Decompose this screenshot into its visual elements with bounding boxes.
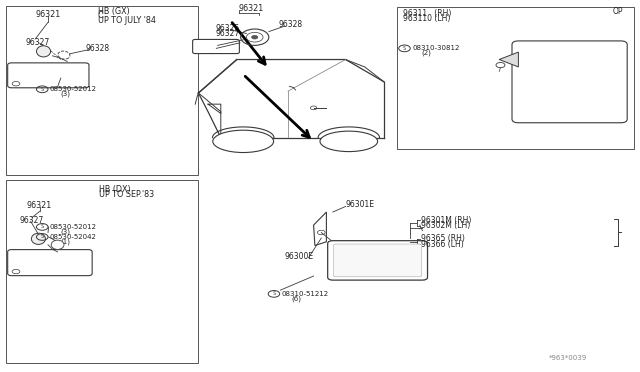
FancyBboxPatch shape (8, 250, 92, 276)
Text: OP: OP (612, 7, 623, 16)
Text: C: C (98, 12, 104, 20)
Circle shape (252, 35, 258, 39)
Text: 08530-52012: 08530-52012 (50, 86, 97, 92)
Text: 96366 (LH): 96366 (LH) (421, 240, 464, 249)
Text: 96325: 96325 (216, 24, 240, 33)
Polygon shape (499, 52, 518, 67)
Text: 96302M (LH): 96302M (LH) (421, 221, 470, 230)
Text: UP TO JULY '84: UP TO JULY '84 (98, 16, 156, 25)
Ellipse shape (51, 240, 64, 250)
Ellipse shape (320, 131, 378, 152)
Text: 96301M (RH): 96301M (RH) (421, 216, 472, 225)
Text: 96327: 96327 (26, 38, 50, 46)
Text: UP TO SEP.'83: UP TO SEP.'83 (99, 190, 154, 199)
Text: 96311   (RH): 96311 (RH) (403, 9, 452, 18)
Text: (3): (3) (61, 90, 71, 97)
Text: (3): (3) (61, 228, 71, 235)
Bar (6, 180, 198, 363)
Bar (397, 7, 634, 149)
Text: 96327: 96327 (216, 29, 240, 38)
Text: (1): (1) (61, 238, 71, 245)
Text: 96365 (RH): 96365 (RH) (421, 234, 465, 243)
Text: HB (DX): HB (DX) (99, 185, 131, 194)
Text: (2): (2) (421, 50, 431, 57)
Polygon shape (314, 212, 326, 246)
FancyBboxPatch shape (512, 41, 627, 123)
Text: 96327: 96327 (19, 216, 44, 225)
Text: 08310-30812: 08310-30812 (413, 45, 460, 51)
Text: 96321: 96321 (35, 10, 60, 19)
Text: S: S (273, 291, 275, 296)
Text: 96321: 96321 (27, 201, 52, 210)
Text: S: S (403, 46, 406, 51)
Text: S: S (41, 234, 44, 240)
Ellipse shape (36, 46, 51, 57)
Text: 96328: 96328 (278, 20, 303, 29)
Text: 08310-51212: 08310-51212 (282, 291, 329, 297)
Text: S: S (41, 87, 44, 92)
FancyBboxPatch shape (333, 244, 422, 277)
Text: 08530-52042: 08530-52042 (50, 234, 97, 240)
Ellipse shape (31, 233, 45, 244)
Text: 96301E: 96301E (346, 200, 374, 209)
Text: 96300E: 96300E (285, 252, 314, 261)
Ellipse shape (212, 130, 274, 153)
Text: 96321: 96321 (239, 4, 264, 13)
FancyBboxPatch shape (328, 241, 428, 280)
Text: S: S (41, 224, 44, 230)
Text: 08530-52012: 08530-52012 (50, 224, 97, 230)
Text: HB (GX): HB (GX) (98, 7, 130, 16)
FancyBboxPatch shape (8, 63, 89, 88)
Bar (6, 6, 198, 175)
Text: 96328: 96328 (85, 44, 109, 53)
Text: (6): (6) (291, 295, 301, 302)
Ellipse shape (58, 51, 70, 59)
FancyBboxPatch shape (193, 39, 239, 54)
Text: *963*0039: *963*0039 (549, 355, 588, 361)
Text: 963110 (LH): 963110 (LH) (403, 14, 451, 23)
